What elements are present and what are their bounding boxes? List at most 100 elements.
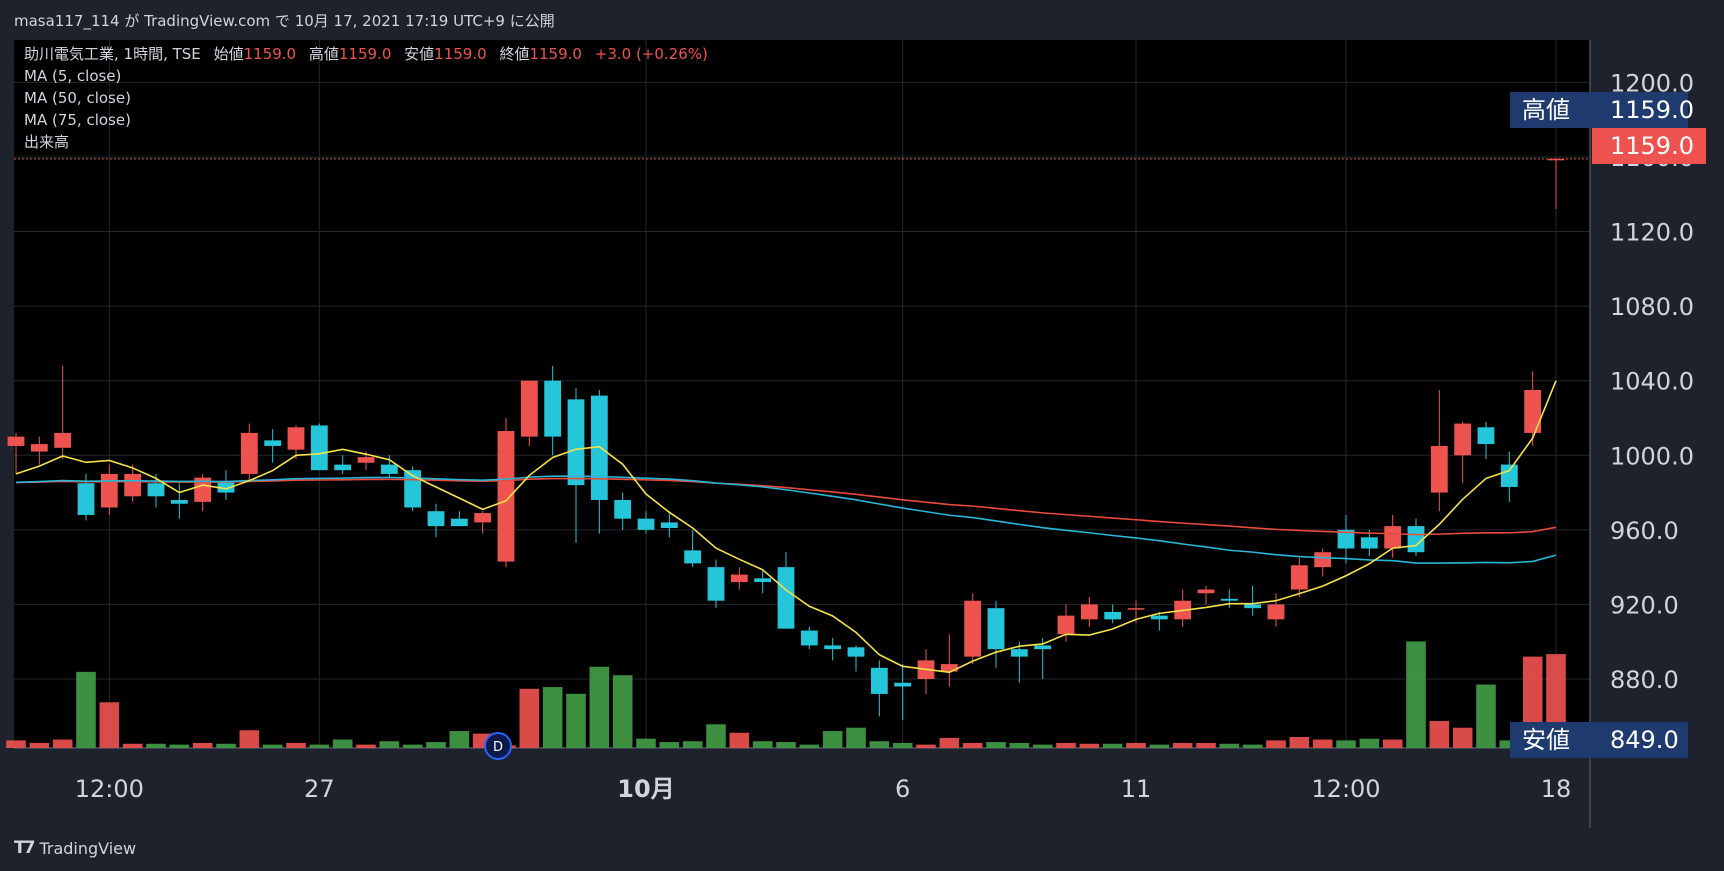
- candle-body: [77, 483, 95, 515]
- candle-body: [264, 440, 282, 446]
- candle-body: [1524, 390, 1542, 433]
- low-tag-value: 849.0: [1610, 726, 1679, 754]
- price-tick-label: 920.0: [1610, 591, 1679, 619]
- ma75-line: [15, 477, 1557, 536]
- volume-bar: [76, 671, 96, 748]
- candlestick-chart[interactable]: 1200.01160.01120.01080.01040.01000.0960.…: [0, 40, 1724, 828]
- candle-body: [194, 477, 212, 502]
- tradingview-logo[interactable]: T7 TradingView: [14, 838, 136, 858]
- candle-body: [450, 518, 468, 527]
- volume-bar: [822, 731, 843, 748]
- volume-bar: [1452, 727, 1473, 748]
- candles: [7, 158, 1565, 721]
- volume-bar: [122, 743, 143, 748]
- time-tick-label: 12:00: [1311, 775, 1380, 803]
- price-tick-label: 960.0: [1610, 517, 1679, 545]
- volume-bar: [1406, 641, 1426, 748]
- volume-bar: [192, 742, 213, 748]
- candle-body: [1360, 537, 1378, 549]
- candle-body: [1337, 529, 1355, 549]
- volume-bar: [1126, 742, 1146, 748]
- volume-bar: [449, 731, 470, 748]
- volume-bar: [239, 730, 260, 748]
- volume-bar: [1359, 738, 1380, 748]
- candle-body: [100, 473, 118, 508]
- time-tick-label: 6: [895, 775, 910, 803]
- volume-bar: [426, 742, 446, 748]
- volume-bar: [1102, 743, 1123, 748]
- candle-body: [310, 425, 328, 471]
- candle-body: [1267, 604, 1285, 620]
- candle-body: [964, 600, 982, 657]
- candle-body: [1547, 158, 1565, 161]
- price-tick-label: 1080.0: [1610, 293, 1694, 321]
- price-tick-label: 1120.0: [1610, 219, 1694, 247]
- legend-symbol: 助川電気工業, 1時間, TSE: [24, 45, 201, 63]
- volume-bar: [1499, 740, 1520, 748]
- price-tick-label: 1000.0: [1610, 442, 1694, 470]
- candle-body: [520, 380, 538, 437]
- candle-body: [334, 464, 352, 471]
- candle-body: [684, 550, 702, 564]
- candle-body: [660, 522, 678, 528]
- tradingview-logo-icon: T7: [14, 838, 35, 858]
- volume-bar: [6, 740, 26, 748]
- last-tag-value: 1159.0: [1610, 132, 1694, 160]
- candle-body: [1220, 598, 1238, 601]
- volume-bar: [1312, 739, 1333, 748]
- legend-ma75: MA (75, close): [24, 111, 131, 129]
- volume-bar: [402, 744, 423, 748]
- volume-bar: [169, 744, 190, 748]
- candle-body: [1010, 649, 1028, 657]
- volume-bar: [356, 744, 376, 748]
- volume-bar: [52, 739, 73, 748]
- candle-body: [1080, 604, 1098, 620]
- time-tick-label: 18: [1541, 775, 1572, 803]
- legend-ma50: MA (50, close): [24, 89, 131, 107]
- volume-bar: [1289, 737, 1310, 748]
- candle-body: [1150, 615, 1168, 620]
- ma5-line: [15, 380, 1557, 674]
- volume-bar: [729, 732, 750, 748]
- legend: 助川電気工業, 1時間, TSE 始値1159.0 高値1159.0 安値115…: [24, 45, 708, 151]
- candle-body: [567, 399, 585, 486]
- volume-bar: [1242, 744, 1263, 748]
- candle-body: [800, 630, 818, 646]
- volume-bar: [869, 741, 890, 748]
- time-tick-label: 10月: [617, 775, 674, 803]
- volume-bar: [519, 688, 540, 748]
- candle-body: [987, 608, 1005, 650]
- low-price-tag: 安値 849.0: [1510, 722, 1688, 758]
- tradingview-brand: TradingView: [39, 838, 137, 858]
- candle-body: [707, 567, 725, 601]
- candle-body: [754, 578, 772, 583]
- last-price-tag: 1159.0: [1592, 128, 1706, 164]
- volume-bar: [309, 744, 330, 748]
- ma50-line: [15, 475, 1557, 564]
- volume-bar: [776, 742, 796, 748]
- volume-bar: [846, 727, 866, 748]
- volume-bar: [612, 675, 633, 748]
- candle-body: [287, 427, 305, 450]
- time-tick-label: 27: [304, 775, 335, 803]
- candle-body: [940, 664, 958, 672]
- candle-body: [870, 667, 888, 694]
- candle-body: [590, 395, 608, 501]
- legend-open-value: 1159.0: [244, 45, 297, 63]
- dividend-marker[interactable]: D: [484, 732, 512, 760]
- candle-body: [894, 682, 912, 687]
- candle-body: [497, 431, 515, 562]
- volume-bar: [939, 737, 960, 748]
- candle-body: [1500, 464, 1518, 487]
- candle-body: [1034, 645, 1052, 650]
- price-tick-label: 880.0: [1610, 666, 1679, 694]
- chart-pane: [14, 40, 1590, 748]
- volume-bar: [542, 687, 563, 748]
- candle-body: [217, 481, 235, 493]
- candle-body: [54, 432, 72, 448]
- volume-bar: [29, 742, 50, 748]
- volume-bar: [1032, 744, 1053, 748]
- candle-body: [1197, 589, 1215, 594]
- legend-open-label: 始値: [214, 45, 244, 63]
- candle-body: [1104, 611, 1122, 620]
